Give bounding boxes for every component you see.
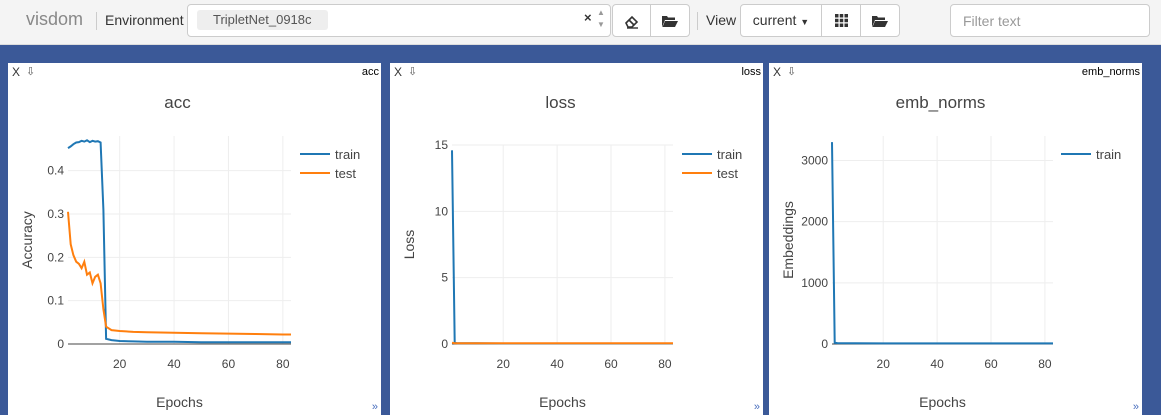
view-label: View xyxy=(706,12,737,28)
y-tick-label: 0.2 xyxy=(47,250,64,264)
folder-open-icon xyxy=(872,16,888,27)
grid-icon xyxy=(834,14,848,27)
x-axis-label: Epochs xyxy=(156,394,203,410)
x-tick-label: 80 xyxy=(276,357,290,371)
resize-icon[interactable]: » xyxy=(1132,401,1139,413)
legend-label-test[interactable]: test xyxy=(717,166,738,181)
environment-tag[interactable]: TripletNet_0918c xyxy=(197,10,328,30)
clear-env-button[interactable] xyxy=(612,4,651,37)
x-tick-label: 60 xyxy=(222,357,236,371)
plot-pane-loss[interactable]: X ⇩ loss loss 20 40 60 80 0 5 10 15 Epochs Loss tra… xyxy=(390,63,763,415)
x-tick-label: 80 xyxy=(1038,357,1052,371)
view-value: current xyxy=(752,12,797,28)
spinner-arrows-icon[interactable]: ▲ ▼ xyxy=(597,8,605,29)
y-tick-label: 10 xyxy=(435,204,449,218)
folder-open-icon xyxy=(662,16,678,27)
chart-title: emb_norms xyxy=(896,93,986,112)
download-icon[interactable]: ⇩ xyxy=(26,66,36,78)
y-axis-label: Accuracy xyxy=(19,211,35,269)
eraser-icon xyxy=(624,15,638,29)
y-tick-label: 2000 xyxy=(801,215,828,229)
legend-label-test[interactable]: test xyxy=(335,166,356,181)
y-tick-label: 0.1 xyxy=(47,294,64,308)
view-dropdown[interactable]: current ▼ xyxy=(740,4,822,37)
legend-label-train[interactable]: train xyxy=(335,147,360,162)
plot-acc[interactable]: acc 20 40 60 80 0 0.1 0.2 0.3 0.4 Epochs Accuracy tr… xyxy=(8,63,381,415)
environment-select[interactable]: TripletNet_0918c × ▲ ▼ xyxy=(187,4,611,37)
repack-button[interactable] xyxy=(821,4,861,37)
legend-label-train[interactable]: train xyxy=(1096,147,1121,162)
chart-title: acc xyxy=(164,93,191,112)
close-pane-button[interactable]: X xyxy=(773,65,782,79)
x-tick-label: 60 xyxy=(604,357,618,371)
y-tick-label: 0 xyxy=(441,337,448,351)
legend-label-train[interactable]: train xyxy=(717,147,742,162)
y-axis-label: Embeddings xyxy=(780,201,796,279)
series-line-test[interactable] xyxy=(451,341,673,345)
pane-title: emb_norms xyxy=(1081,66,1140,78)
download-icon[interactable]: ⇩ xyxy=(787,66,797,78)
pane-title: loss xyxy=(741,66,761,78)
y-tick-label: 0 xyxy=(821,337,828,351)
resize-icon[interactable]: » xyxy=(371,401,378,413)
x-tick-label: 20 xyxy=(497,357,511,371)
y-tick-label: 0 xyxy=(57,337,64,351)
divider xyxy=(96,12,97,30)
divider xyxy=(697,12,698,30)
y-tick-label: 1000 xyxy=(801,276,828,290)
y-tick-label: 0.3 xyxy=(47,207,64,221)
clear-environment-icon[interactable]: × xyxy=(584,10,592,25)
plot-emb-norms[interactable]: emb_norms 20 40 60 80 0 1000 2000 3000 Epochs Embe… xyxy=(769,63,1142,415)
caret-down-icon: ▼ xyxy=(800,17,810,27)
y-tick-label: 3000 xyxy=(801,153,828,167)
series-line-train[interactable] xyxy=(451,150,673,345)
series-line-train[interactable] xyxy=(831,142,1053,345)
close-pane-button[interactable]: X xyxy=(394,65,403,79)
y-tick-label: 15 xyxy=(435,138,449,152)
close-pane-button[interactable]: X xyxy=(12,65,21,79)
environment-label: Environment xyxy=(105,12,184,28)
filter-input[interactable] xyxy=(950,4,1150,37)
x-axis-label: Epochs xyxy=(539,394,586,410)
x-tick-label: 20 xyxy=(113,357,127,371)
y-axis-label: Loss xyxy=(401,230,417,260)
series-line-test[interactable] xyxy=(67,211,291,336)
x-axis-label: Epochs xyxy=(919,394,966,410)
toolbar: visdom Environment TripletNet_0918c × ▲ ▼… xyxy=(0,0,1161,45)
x-tick-label: 80 xyxy=(658,357,672,371)
brand-logo[interactable]: visdom xyxy=(26,9,84,29)
x-tick-label: 20 xyxy=(877,357,891,371)
download-icon[interactable]: ⇩ xyxy=(408,66,418,78)
x-tick-label: 40 xyxy=(167,357,181,371)
x-tick-label: 40 xyxy=(930,357,944,371)
manage-env-button[interactable] xyxy=(650,4,690,37)
plot-loss[interactable]: loss 20 40 60 80 0 5 10 15 Epochs Loss train test xyxy=(390,63,763,415)
manage-views-button[interactable] xyxy=(860,4,900,37)
x-tick-label: 60 xyxy=(984,357,998,371)
plot-pane-emb-norms[interactable]: X ⇩ emb_norms emb_norms 20 40 60 80 0 1000 2000… xyxy=(769,63,1142,415)
plot-pane-acc[interactable]: X ⇩ acc acc 20 40 60 80 0 0.1 0.2 0.3 0.4 Epochs Ac… xyxy=(8,63,381,415)
chart-title: loss xyxy=(545,93,575,112)
series-line-train[interactable] xyxy=(67,139,291,344)
x-tick-label: 40 xyxy=(550,357,564,371)
resize-icon[interactable]: » xyxy=(753,401,760,413)
y-tick-label: 0.4 xyxy=(47,164,64,178)
y-tick-label: 5 xyxy=(441,271,448,285)
pane-title: acc xyxy=(361,66,379,78)
